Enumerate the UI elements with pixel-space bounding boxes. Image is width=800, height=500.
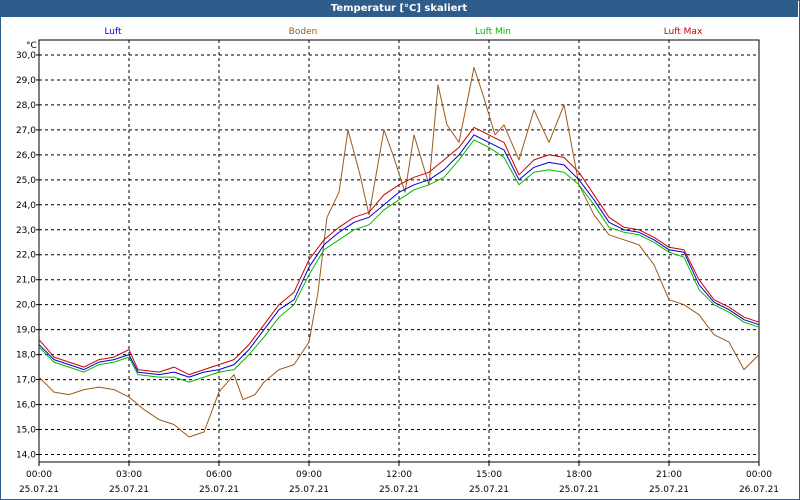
series-line-luft-max [38,126,760,376]
y-tick-label: 27,0 [16,126,36,136]
x-tick-date-label: 26.07.21 [739,485,779,495]
x-tick-date-label: 25.07.21 [469,485,509,495]
x-tick-date-label: 25.07.21 [379,485,419,495]
y-tick-label: 24,0 [16,201,36,211]
y-tick-label: 22,0 [16,251,36,261]
x-tick-time-label: 21:00 [656,470,682,480]
y-tick-label: 30,0 [16,51,36,61]
x-tick-time-label: 12:00 [386,470,412,480]
y-tick-label: 28,0 [16,101,36,111]
y-tick-label: 19,0 [16,326,36,336]
x-tick-date-label: 25.07.21 [199,485,239,495]
series-line-luft [38,134,760,378]
legend-entry: Luft [104,27,122,37]
y-axis-unit: °C [26,41,37,51]
y-tick-label: 15,0 [16,426,36,436]
x-tick-time-label: 09:00 [296,470,322,480]
y-tick-label: 29,0 [16,76,36,86]
x-tick-time-label: 15:00 [476,470,502,480]
y-tick-label: 25,0 [16,176,36,186]
x-tick-time-label: 18:00 [566,470,592,480]
x-tick-date-label: 25.07.21 [649,485,689,495]
x-tick-time-label: 06:00 [206,470,232,480]
y-tick-label: 18,0 [16,351,36,361]
x-tick-time-label: 00:00 [746,470,772,480]
x-tick-time-label: 00:00 [26,470,52,480]
y-tick-label: 23,0 [16,226,36,236]
y-tick-label: 20,0 [16,301,36,311]
x-tick-date-label: 25.07.21 [19,485,59,495]
legend-entry: Luft Max [664,27,703,37]
series-line-luft-min [38,139,760,383]
y-tick-label: 26,0 [16,151,36,161]
legend-entry: Luft Min [475,27,511,37]
x-tick-date-label: 25.07.21 [109,485,149,495]
series-line-boden [38,67,760,438]
y-tick-label: 21,0 [16,276,36,286]
y-tick-label: 17,0 [16,376,36,386]
legend-entry: Boden [289,27,318,37]
x-tick-date-label: 25.07.21 [289,485,329,495]
y-tick-label: 16,0 [16,401,36,411]
x-tick-time-label: 03:00 [116,470,142,480]
chart-title: Temperatur [°C] skaliert [0,0,798,17]
x-tick-date-label: 25.07.21 [559,485,599,495]
y-tick-label: 14,0 [16,451,36,461]
